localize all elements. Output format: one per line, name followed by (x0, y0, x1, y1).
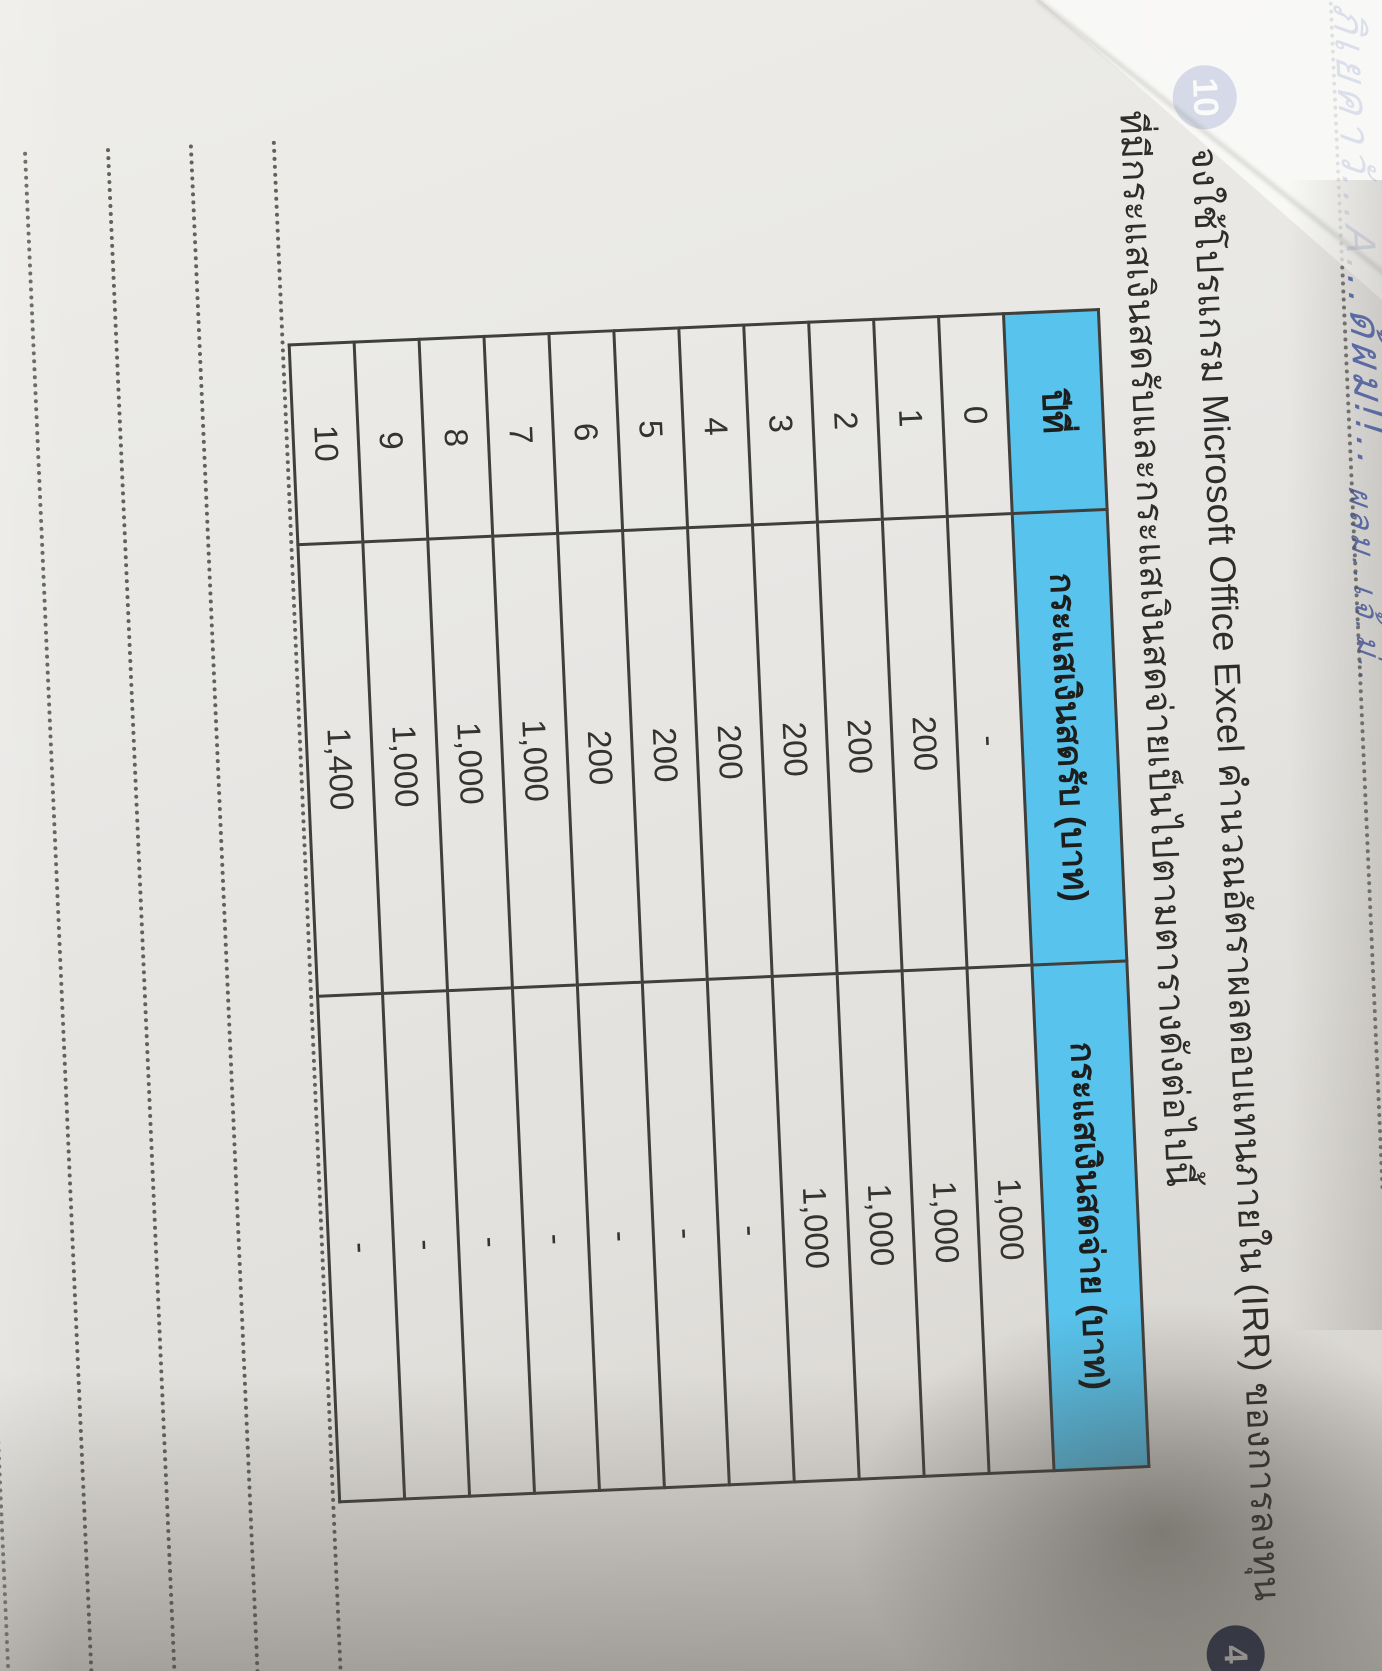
cell-year: 3 (743, 322, 818, 525)
page-number-badge: 4 (1205, 1624, 1266, 1671)
cell-year: 1 (873, 316, 948, 520)
cell-year: 10 (289, 342, 363, 545)
cashflow-table-body: 0-1,000 1 200 1,000 2 200 1,000 3 200 1,000 4 200-5… (289, 313, 1054, 1502)
cell-year: 0 (938, 313, 1013, 517)
cell-year: 8 (419, 336, 493, 540)
dotted-answer-line (105, 148, 179, 1671)
cell-year: 5 (613, 327, 688, 531)
question-number-badge: 10 (1171, 63, 1239, 131)
cell-year: 9 (354, 339, 428, 542)
cell-year: 4 (678, 325, 753, 528)
dotted-answer-line (188, 144, 262, 1671)
cell-year: 2 (808, 319, 883, 523)
cell-year: 7 (483, 333, 558, 537)
col-header-cash-inflow: กระแสเงินสดรับ (บาท) (1012, 509, 1127, 966)
col-header-year: ปีที่ (1003, 309, 1108, 514)
cashflow-table: ปีที่ กระแสเงินสดรับ (บาท) กระแสเงินสดจ่… (288, 308, 1151, 1503)
cell-year: 6 (548, 330, 623, 534)
